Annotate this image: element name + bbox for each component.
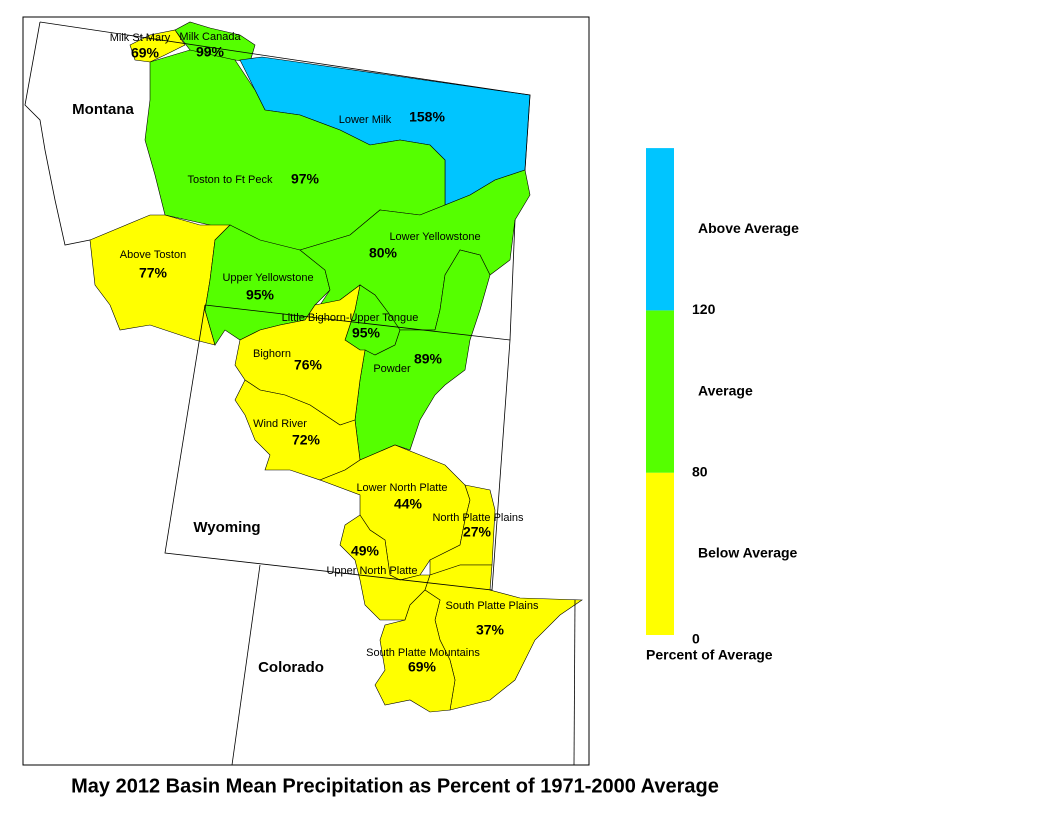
- legend-break: 120: [692, 301, 716, 317]
- basin-name: Lower Yellowstone: [389, 231, 480, 243]
- legend-label: Above Average: [698, 220, 799, 236]
- basin-value: 89%: [414, 351, 443, 367]
- basin-name: Bighorn: [253, 348, 291, 360]
- legend-label: Average: [698, 382, 753, 398]
- basin-name: Little Bighorn-Upper Tongue: [282, 312, 419, 324]
- basin: [374, 589, 456, 713]
- border: [39, 21, 531, 171]
- border: [509, 219, 516, 341]
- basin-name: Upper North Platte: [326, 565, 417, 577]
- basin: [129, 29, 186, 63]
- basin-name: Lower Milk: [339, 114, 392, 126]
- basin-value: 69%: [408, 659, 437, 675]
- border: [231, 564, 261, 766]
- state-borders: [24, 21, 576, 766]
- border: [24, 21, 91, 246]
- basin: [354, 249, 491, 461]
- basin-name: Upper Yellowstone: [222, 272, 313, 284]
- basin-name: North Platte Plains: [432, 512, 524, 524]
- legend-break: 0: [692, 631, 700, 647]
- basin-value: 72%: [292, 432, 321, 448]
- basin-value: 69%: [131, 45, 160, 61]
- basin-name: Lower North Platte: [356, 482, 447, 494]
- state-label: Colorado: [258, 659, 324, 676]
- basin-value: 37%: [476, 622, 505, 638]
- basin-value: 80%: [369, 245, 398, 261]
- legend-swatch: [646, 148, 674, 311]
- basin-value: 158%: [409, 109, 445, 125]
- basin-value: 95%: [352, 325, 381, 341]
- basin-name: South Platte Mountains: [366, 647, 480, 659]
- legend-title: Percent of Average: [646, 647, 773, 663]
- border: [573, 599, 576, 766]
- basin-value: 97%: [291, 171, 320, 187]
- basin-value: 44%: [394, 496, 423, 512]
- basin-name: Above Toston: [120, 249, 186, 261]
- legend-swatch: [646, 472, 674, 635]
- legend-break: 80: [692, 463, 708, 479]
- basin-value: 27%: [463, 524, 492, 540]
- basin-value: 49%: [351, 543, 380, 559]
- basin-value: 77%: [139, 265, 168, 281]
- basin-name: Milk Canada: [179, 31, 241, 43]
- legend-label: Below Average: [698, 545, 798, 561]
- basin-name: Powder: [373, 363, 411, 375]
- legend: Below Average Average Above Average 0 80 120: [646, 148, 799, 647]
- basin-value: 99%: [196, 44, 225, 60]
- basin-value: 95%: [246, 287, 275, 303]
- legend-swatch: [646, 310, 674, 473]
- basin-name: Wind River: [253, 418, 307, 430]
- state-label: Montana: [72, 101, 134, 118]
- border: [164, 304, 511, 591]
- basin-value: 76%: [294, 357, 323, 373]
- basin-name: Toston to Ft Peck: [188, 174, 273, 186]
- map-title: May 2012 Basin Mean Precipitation as Per…: [71, 775, 719, 797]
- state-label: Wyoming: [193, 519, 260, 536]
- basin-name: South Platte Plains: [446, 600, 539, 612]
